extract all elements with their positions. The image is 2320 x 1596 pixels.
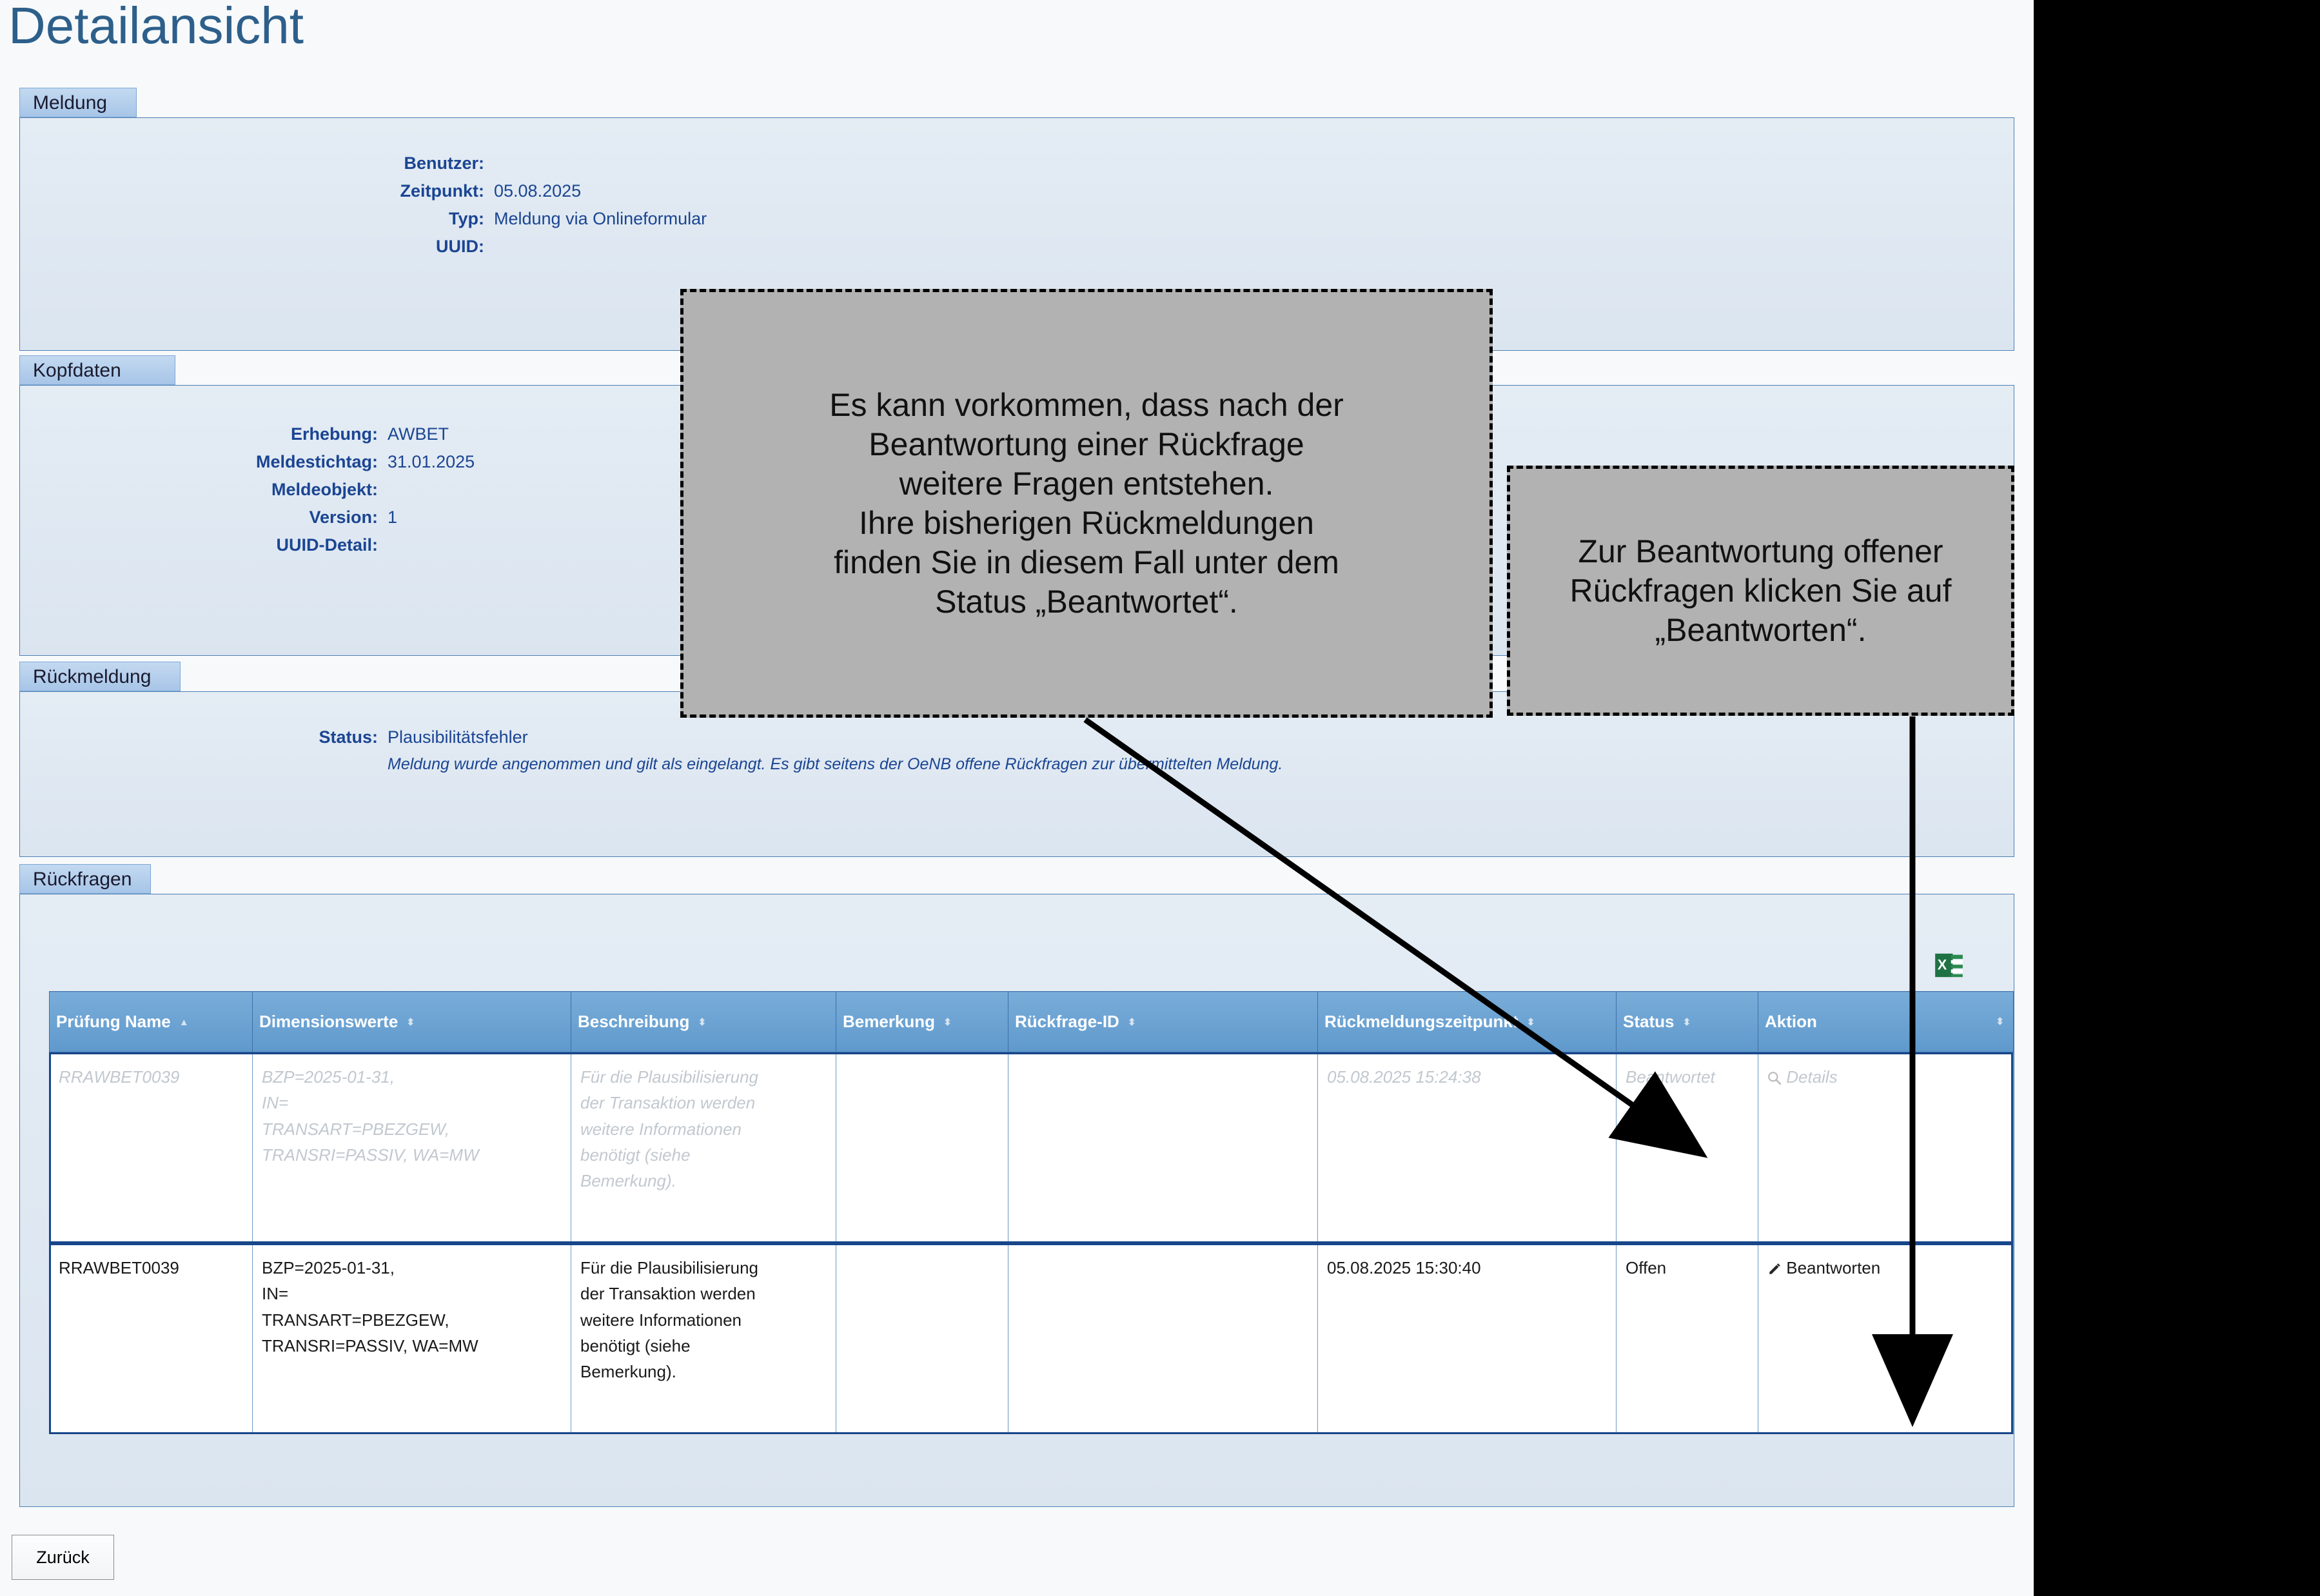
svg-text:X: X [1938, 956, 1947, 972]
